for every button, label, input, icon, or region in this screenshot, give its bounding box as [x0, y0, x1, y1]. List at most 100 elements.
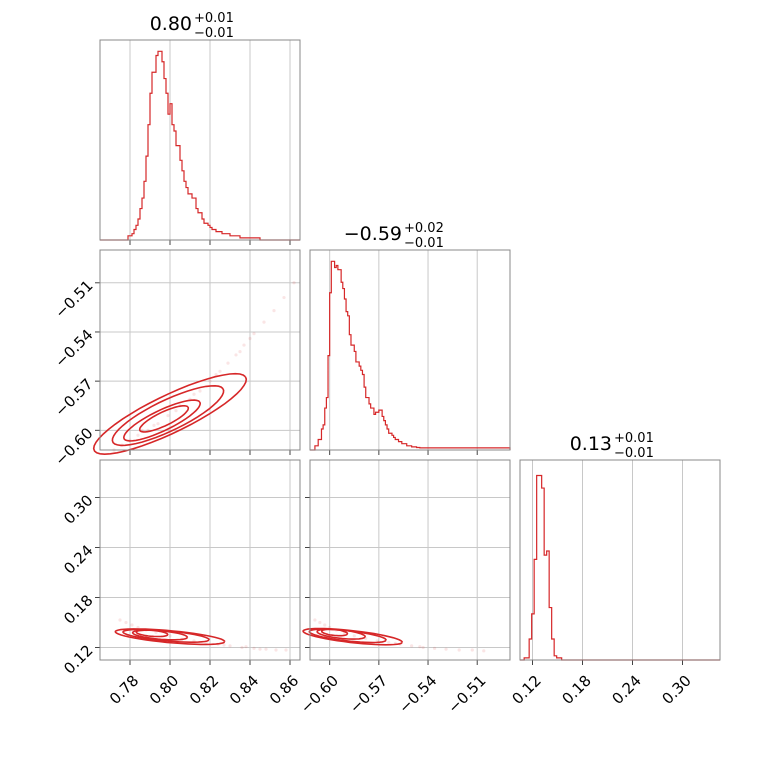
sample-point: [272, 309, 276, 313]
sample-point: [387, 640, 391, 645]
sample-point: [152, 423, 156, 428]
sample-point: [174, 409, 178, 413]
title-minus: −0.01: [404, 236, 444, 251]
sample-point: [482, 649, 486, 653]
y-tick-label: 0.30: [60, 491, 96, 527]
sample-point: [218, 369, 222, 373]
x-tick-label: −0.51: [444, 672, 489, 717]
x-tick-label: −0.54: [395, 672, 440, 717]
sample-point: [292, 281, 296, 285]
sample-point: [282, 295, 286, 300]
panel-frame: [309, 459, 511, 661]
sample-point: [226, 361, 230, 365]
x-tick-label: −0.60: [297, 672, 342, 717]
sample-point: [234, 353, 238, 357]
sample-point: [198, 389, 202, 393]
sample-point: [262, 320, 266, 324]
sample-point: [238, 350, 242, 354]
sample-point: [252, 646, 256, 650]
x-tick-label: 0.80: [146, 672, 182, 708]
density-contour: [302, 627, 403, 646]
sample-point: [318, 620, 322, 625]
title-median: 0.13: [570, 433, 612, 455]
sample-point: [156, 422, 160, 426]
x-tick-label: 0.78: [106, 672, 142, 708]
scatter-panel-2: [302, 459, 511, 665]
y-tick-label: −0.54: [51, 326, 96, 371]
panel-frame: [519, 459, 721, 661]
x-tick-label: −0.57: [346, 672, 391, 717]
sample-point: [252, 332, 256, 336]
panel-frame: [99, 249, 301, 451]
scatter-panel-1: [95, 459, 301, 665]
y-tick-label: −0.60: [51, 424, 96, 469]
sample-point: [228, 644, 232, 648]
histogram-line: [520, 474, 720, 661]
sample-point: [136, 433, 140, 437]
panel-title-0: 0.80 +0.01−0.01: [150, 11, 234, 41]
scatter-panel-0: [92, 249, 301, 456]
density-contour: [92, 372, 248, 456]
title-median: 0.80: [150, 13, 192, 35]
sample-point: [410, 644, 414, 648]
histogram-panel-0: 0.80 +0.01−0.01: [99, 11, 301, 245]
sample-point: [258, 647, 262, 651]
sample-point: [192, 392, 196, 396]
density-contour: [308, 628, 387, 644]
histogram-line: [310, 260, 511, 451]
sample-point: [248, 336, 252, 341]
sample-point: [244, 645, 248, 649]
sample-point: [154, 630, 158, 635]
sample-point: [118, 618, 122, 622]
density-contour: [114, 628, 226, 646]
title-plus: +0.02: [404, 221, 444, 236]
sample-point: [264, 647, 268, 651]
sample-point: [222, 643, 226, 647]
sample-point: [421, 645, 425, 650]
x-tick-label: 0.24: [609, 672, 645, 708]
x-tick-label: 0.18: [559, 672, 595, 708]
y-tick-label: −0.57: [51, 375, 96, 420]
y-tick-label: −0.51: [51, 277, 96, 322]
y-tick-label: 0.18: [60, 591, 96, 627]
panel-frame: [99, 459, 301, 661]
sample-point: [352, 634, 356, 638]
sample-point: [323, 623, 327, 627]
histogram-panel-2: 0.13 +0.01−0.01: [519, 431, 721, 665]
panel-title-1: −0.59 +0.02−0.01: [344, 221, 444, 251]
density-contour: [138, 404, 190, 433]
sample-point: [242, 343, 246, 347]
sample-point: [444, 647, 448, 651]
title-plus: +0.01: [614, 431, 654, 446]
panel-frame: [99, 39, 301, 241]
sample-point: [208, 379, 212, 383]
panel-title-2: 0.13 +0.01−0.01: [570, 431, 654, 461]
sample-point: [124, 620, 128, 625]
title-minus: −0.01: [614, 446, 654, 461]
sample-point: [457, 648, 461, 652]
title-median: −0.59: [344, 223, 402, 245]
x-tick-label: 0.30: [659, 672, 695, 708]
sample-point: [470, 648, 474, 652]
y-tick-label: 0.12: [60, 641, 96, 677]
sample-point: [166, 413, 170, 418]
x-tick-label: 0.84: [226, 672, 262, 708]
x-tick-label: 0.82: [186, 672, 222, 708]
x-tick-label: 0.86: [266, 672, 302, 708]
sample-point: [313, 618, 317, 622]
sample-point: [284, 648, 288, 652]
density-contour: [131, 629, 189, 641]
title-plus: +0.01: [194, 11, 234, 26]
x-tick-label: 0.12: [509, 672, 545, 708]
sample-point: [432, 646, 437, 650]
sample-point: [168, 634, 172, 638]
histogram-line: [100, 50, 300, 241]
sample-point: [274, 648, 278, 652]
panel-frame: [309, 249, 511, 451]
y-tick-label: 0.24: [60, 541, 96, 577]
density-contour: [122, 399, 202, 442]
histogram-panel-1: −0.59 +0.02−0.01: [309, 221, 511, 455]
corner-panels: 0.80 +0.01−0.01−0.59 +0.02−0.010.13 +0.01−0…: [51, 11, 721, 717]
sample-point: [214, 372, 218, 377]
